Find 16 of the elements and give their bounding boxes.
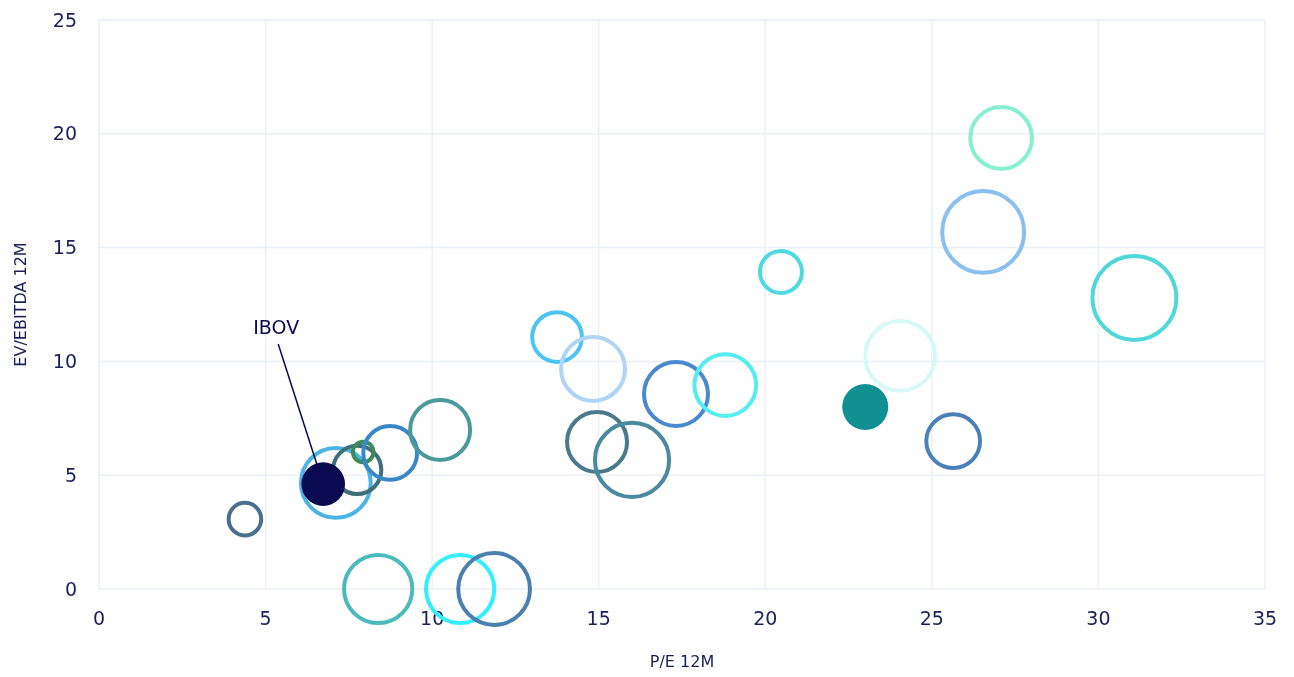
x-tick-label: 15 xyxy=(586,607,611,629)
y-tick-label: 10 xyxy=(52,350,77,373)
y-axis-title: EV/EBITDA 12M xyxy=(11,242,30,367)
x-tick-label: 25 xyxy=(919,607,944,629)
x-tick-label: 30 xyxy=(1086,607,1111,629)
y-tick-label: 15 xyxy=(52,236,77,259)
y-tick-label: 0 xyxy=(64,577,77,600)
x-tick-label: 5 xyxy=(259,607,272,629)
y-tick-label: 5 xyxy=(64,463,77,486)
y-tick-label: 20 xyxy=(52,122,77,145)
x-tick-label: 35 xyxy=(1252,607,1278,629)
y-tick-label: 25 xyxy=(52,8,77,31)
x-tick-label: 20 xyxy=(753,607,778,629)
x-axis-title: P/E 12M xyxy=(649,652,715,671)
annotation: IBOV xyxy=(253,316,300,339)
x-tick-label: 0 xyxy=(92,607,106,629)
